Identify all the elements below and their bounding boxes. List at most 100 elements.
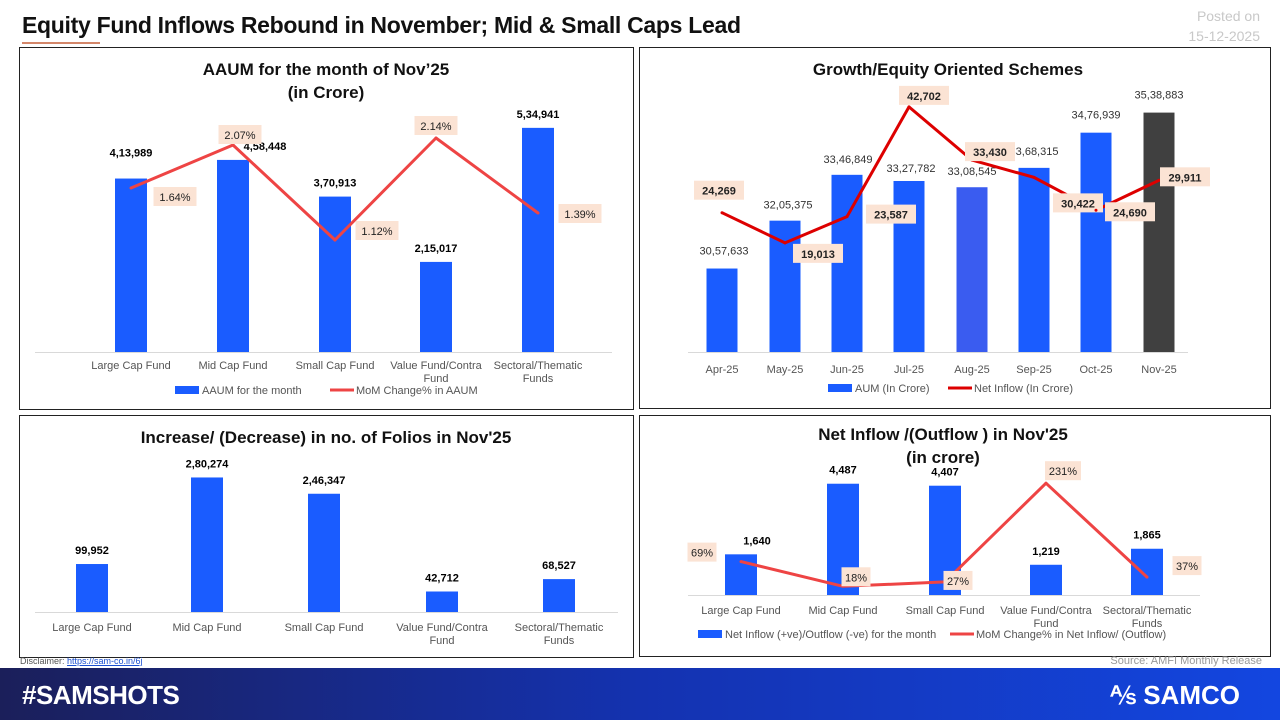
hashtag: #SAMSHOTS [22, 680, 180, 710]
bar-data-label: 4,407 [931, 467, 959, 479]
disclaimer-link[interactable]: https://sam-co.in/6j [67, 656, 143, 666]
line-label-box [153, 187, 197, 206]
category-label: Large Cap Fund [91, 360, 171, 372]
line-label-box [866, 204, 916, 224]
line-data-label: 1.64% [159, 192, 190, 204]
line-point [434, 136, 438, 140]
line-label-box [414, 116, 458, 135]
bar [831, 174, 863, 352]
legend-bar-swatch [175, 386, 199, 394]
line-label-box [687, 542, 717, 562]
bar [769, 220, 801, 352]
category-label: Mid Cap Fund [808, 605, 877, 617]
line-label-box [218, 125, 262, 144]
line-data-label: 24,269 [702, 186, 736, 198]
bar [115, 178, 147, 352]
bar-data-label: 42,712 [425, 572, 459, 584]
category-label: Jul-25 [894, 364, 924, 376]
bar [426, 591, 458, 612]
bar-data-label: 4,13,989 [110, 148, 153, 160]
bar-data-label: 33,08,545 [948, 166, 997, 178]
line-point [536, 211, 540, 215]
bar-data-label: 3,70,913 [314, 178, 357, 190]
line-label-box [1053, 193, 1103, 213]
bar [1143, 112, 1175, 353]
line-point [1157, 178, 1161, 182]
category-label: Sectoral/Thematic Funds [494, 360, 583, 385]
line-data-label: 23,587 [874, 210, 908, 222]
posted-label: Posted on [1196, 8, 1260, 24]
bar [543, 579, 575, 612]
category-label: May-25 [767, 364, 804, 376]
bar-data-label: 30,57,633 [700, 246, 749, 258]
posted-date: Posted on 15-12-2025 [1188, 6, 1260, 46]
line-data-label: 24,690 [1113, 207, 1147, 219]
disclaimer: Disclaimer: https://sam-co.in/6j [20, 656, 143, 666]
legend-bar-swatch [828, 384, 852, 392]
category-label: Sep-25 [1016, 364, 1051, 376]
bar [956, 187, 988, 352]
line-data-label: 231% [1049, 466, 1077, 478]
source-note: Source: AMFI Monthly Release [1110, 655, 1262, 667]
bar [1080, 132, 1112, 352]
line-point [1094, 208, 1098, 212]
posted-date-value: 15-12-2025 [1188, 28, 1260, 44]
line-label-box [1160, 167, 1210, 187]
category-label: Nov-25 [1141, 364, 1176, 376]
category-label: Value Fund/Contra Fund [1000, 605, 1092, 630]
logo-mark-icon: ⅍ [1109, 680, 1144, 710]
line-data-label: 19,013 [801, 249, 835, 261]
bar-data-label: 33,68,315 [1010, 146, 1059, 158]
category-label: Oct-25 [1079, 364, 1112, 376]
line-point [1032, 175, 1036, 179]
bar [1030, 564, 1062, 595]
chart-subtitle: (in Crore) [288, 83, 365, 102]
bar-data-label: 2,15,017 [415, 243, 458, 255]
bar-data-label: 1,865 [1133, 530, 1161, 542]
title-underline [22, 42, 100, 44]
bar-data-label: 2,46,347 [303, 475, 346, 487]
bar-data-label: 68,527 [542, 560, 576, 572]
line-point [231, 143, 235, 147]
bar-data-label: 33,27,782 [887, 163, 936, 175]
line-label-box [1172, 556, 1202, 576]
category-label: Mid Cap Fund [172, 622, 241, 634]
line-point [783, 241, 787, 245]
line-label-box [355, 221, 399, 240]
line-data-label: 1.12% [361, 226, 392, 238]
line-label-box [694, 180, 744, 200]
line-point [1145, 575, 1149, 579]
bar [1018, 167, 1050, 352]
bar [308, 493, 340, 612]
bar-data-label: 33,46,849 [824, 154, 873, 166]
line-data-label: 29,911 [1168, 172, 1201, 184]
line-data-label: 30,422 [1061, 198, 1095, 210]
line-data-label: 2.07% [224, 130, 255, 142]
bar-data-label: 4,487 [829, 465, 857, 477]
disclaimer-label: Disclaimer: [20, 656, 65, 666]
bar-data-label: 2,80,274 [186, 458, 230, 470]
category-label: Aug-25 [954, 364, 989, 376]
category-label: Small Cap Fund [296, 360, 375, 372]
line-data-label: 69% [691, 548, 713, 560]
line-data-label: 42,702 [907, 91, 941, 103]
line-point [907, 105, 911, 109]
category-label: Value Fund/Contra Fund [390, 360, 482, 385]
line-point [129, 186, 133, 190]
chart-subtitle: (in crore) [906, 448, 980, 467]
category-label: Jun-25 [830, 364, 864, 376]
line-data-label: 27% [947, 576, 969, 588]
samco-logo: ⅍ SAMCO [1110, 680, 1240, 711]
bar-data-label: 99,952 [75, 545, 109, 557]
line-data-label: 33,430 [973, 147, 1007, 159]
line-data-label: 18% [845, 572, 867, 584]
bar [217, 159, 249, 352]
line-data-label: 1.39% [564, 209, 595, 221]
line-point [720, 211, 724, 215]
line-point [845, 215, 849, 219]
chart-title: Growth/Equity Oriented Schemes [813, 60, 1083, 79]
bar-data-label: 32,05,375 [764, 200, 813, 212]
bar-data-label: 1,640 [743, 535, 771, 547]
line-label-box [793, 243, 843, 263]
